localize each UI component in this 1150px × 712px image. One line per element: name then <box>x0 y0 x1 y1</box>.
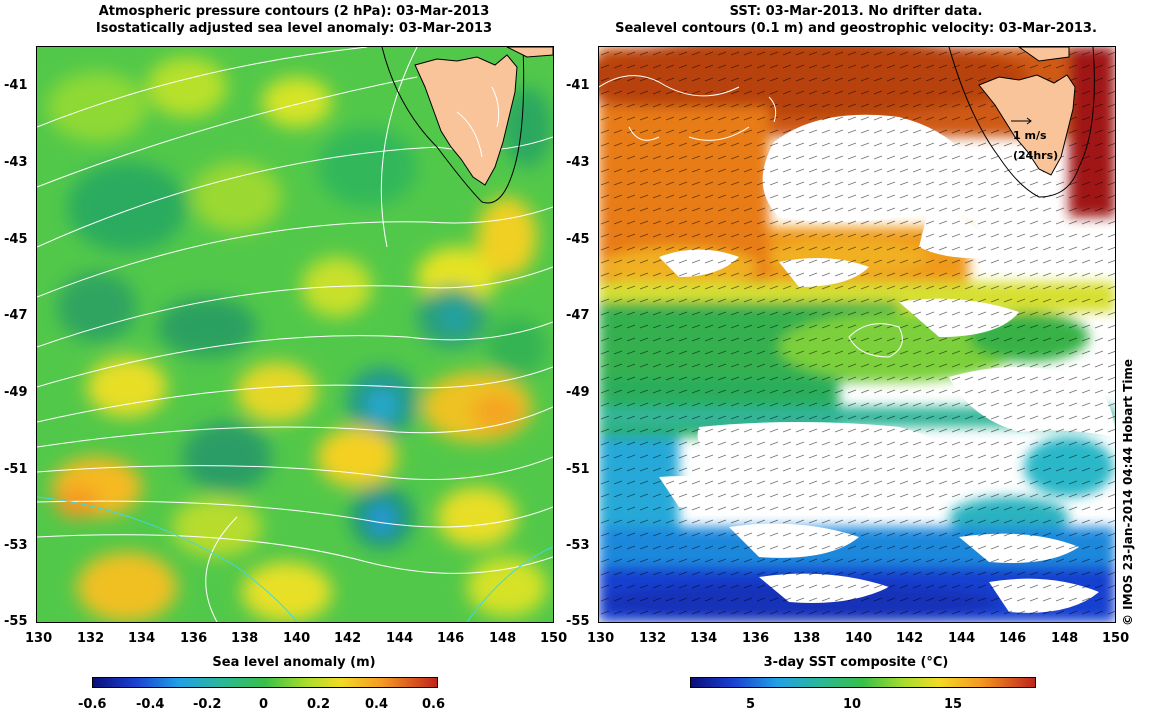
left-x-tick: 150 <box>540 631 568 646</box>
left-x-tick: 136 <box>180 631 208 646</box>
left-colorbar-tick: 0.6 <box>422 697 446 712</box>
right-y-tick: -41 <box>566 78 590 93</box>
right-x-tick: 144 <box>948 631 976 646</box>
right-colorbar-title: 3-day SST composite (°C) <box>763 655 949 670</box>
right-y-tick: -47 <box>566 308 590 323</box>
left-colorbar-tick: 0.2 <box>307 697 331 712</box>
copyright-stamp: © IMOS 23-Jan-2014 04:44 Hobart Time <box>1121 358 1135 626</box>
left-y-tick: -45 <box>4 232 28 247</box>
left-y-tick: -55 <box>4 614 28 629</box>
left-colorbar-tick: -0.6 <box>78 697 107 712</box>
left-colorbar-tick: 0 <box>259 697 269 712</box>
left-x-tick: 146 <box>437 631 465 646</box>
sla-map-svg <box>37 47 553 622</box>
left-y-tick: -41 <box>4 78 28 93</box>
left-x-tick: 142 <box>334 631 362 646</box>
right-x-tick: 130 <box>587 631 615 646</box>
right-title-line1: SST: 03-Mar-2013. No drifter data. <box>729 4 983 19</box>
left-x-tick: 140 <box>283 631 311 646</box>
right-x-tick: 132 <box>639 631 667 646</box>
left-x-tick: 144 <box>386 631 414 646</box>
sst-map[interactable]: 1 m/s (24hrs) <box>598 46 1116 623</box>
left-y-tick: -43 <box>4 155 28 170</box>
right-x-tick: 146 <box>999 631 1027 646</box>
right-colorbar-tick: 5 <box>746 697 756 712</box>
right-x-tick: 140 <box>845 631 873 646</box>
left-colorbar-tick: 0.4 <box>365 697 389 712</box>
left-title-line1: Atmospheric pressure contours (2 hPa): 0… <box>98 4 490 19</box>
left-x-tick: 130 <box>25 631 53 646</box>
right-colorbar-tick: 10 <box>843 697 862 712</box>
right-x-tick: 134 <box>690 631 718 646</box>
velocity-scale-sublabel: (24hrs) <box>1013 149 1059 162</box>
left-colorbar-tick: -0.4 <box>136 697 165 712</box>
right-colorbar-tick: 15 <box>944 697 963 712</box>
sea-level-anomaly-map[interactable] <box>36 46 554 623</box>
left-x-tick: 134 <box>128 631 156 646</box>
right-x-tick: 138 <box>793 631 821 646</box>
right-y-tick: -43 <box>566 155 590 170</box>
right-x-tick: 150 <box>1102 631 1130 646</box>
velocity-scale-label: 1 m/s <box>1013 129 1047 142</box>
left-y-tick: -49 <box>4 385 28 400</box>
sst-map-svg <box>599 47 1115 622</box>
left-x-tick: 138 <box>231 631 259 646</box>
left-x-tick: 148 <box>489 631 517 646</box>
left-title-line2: Isostatically adjusted sea level anomaly… <box>95 21 493 36</box>
sla-colorbar <box>92 677 438 688</box>
right-y-tick: -53 <box>566 538 590 553</box>
left-colorbar-tick: -0.2 <box>193 697 222 712</box>
left-x-tick: 132 <box>77 631 105 646</box>
right-x-tick: 148 <box>1051 631 1079 646</box>
right-y-tick: -55 <box>566 614 590 629</box>
right-x-tick: 136 <box>742 631 770 646</box>
left-colorbar-title: Sea level anomaly (m) <box>212 655 376 670</box>
right-y-tick: -49 <box>566 385 590 400</box>
left-y-tick: -51 <box>4 462 28 477</box>
right-title-line2: Sealevel contours (0.1 m) and geostrophi… <box>615 21 1097 36</box>
left-y-tick: -53 <box>4 538 28 553</box>
right-y-tick: -51 <box>566 462 590 477</box>
sst-colorbar <box>690 677 1036 688</box>
right-y-tick: -45 <box>566 232 590 247</box>
left-y-tick: -47 <box>4 308 28 323</box>
right-x-tick: 142 <box>896 631 924 646</box>
